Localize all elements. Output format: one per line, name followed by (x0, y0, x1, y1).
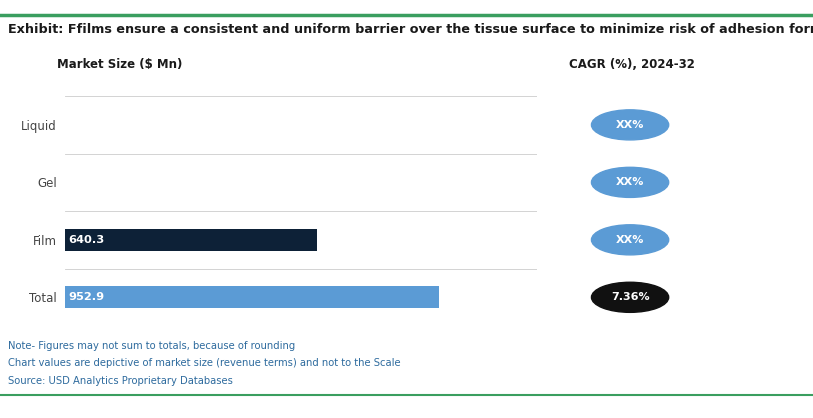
Text: XX%: XX% (616, 120, 644, 130)
Bar (65, 229, 316, 251)
Text: 952.9: 952.9 (68, 292, 104, 302)
Text: XX%: XX% (616, 177, 644, 187)
Text: Chart values are depictive of market size (revenue terms) and not to the Scale: Chart values are depictive of market siz… (8, 358, 401, 368)
Text: Source: USD Analytics Proprietary Databases: Source: USD Analytics Proprietary Databa… (8, 376, 233, 386)
Text: Exhibit: Ffilms ensure a consistent and uniform barrier over the tissue surface : Exhibit: Ffilms ensure a consistent and … (8, 23, 813, 36)
Text: CAGR (%), 2024-32: CAGR (%), 2024-32 (569, 58, 695, 71)
Text: Market Size ($ Mn): Market Size ($ Mn) (57, 58, 182, 71)
Bar (65, 286, 440, 308)
Text: Note- Figures may not sum to totals, because of rounding: Note- Figures may not sum to totals, bec… (8, 341, 295, 351)
Text: XX%: XX% (616, 235, 644, 245)
Text: 7.36%: 7.36% (611, 292, 650, 302)
Text: 640.3: 640.3 (68, 235, 104, 245)
